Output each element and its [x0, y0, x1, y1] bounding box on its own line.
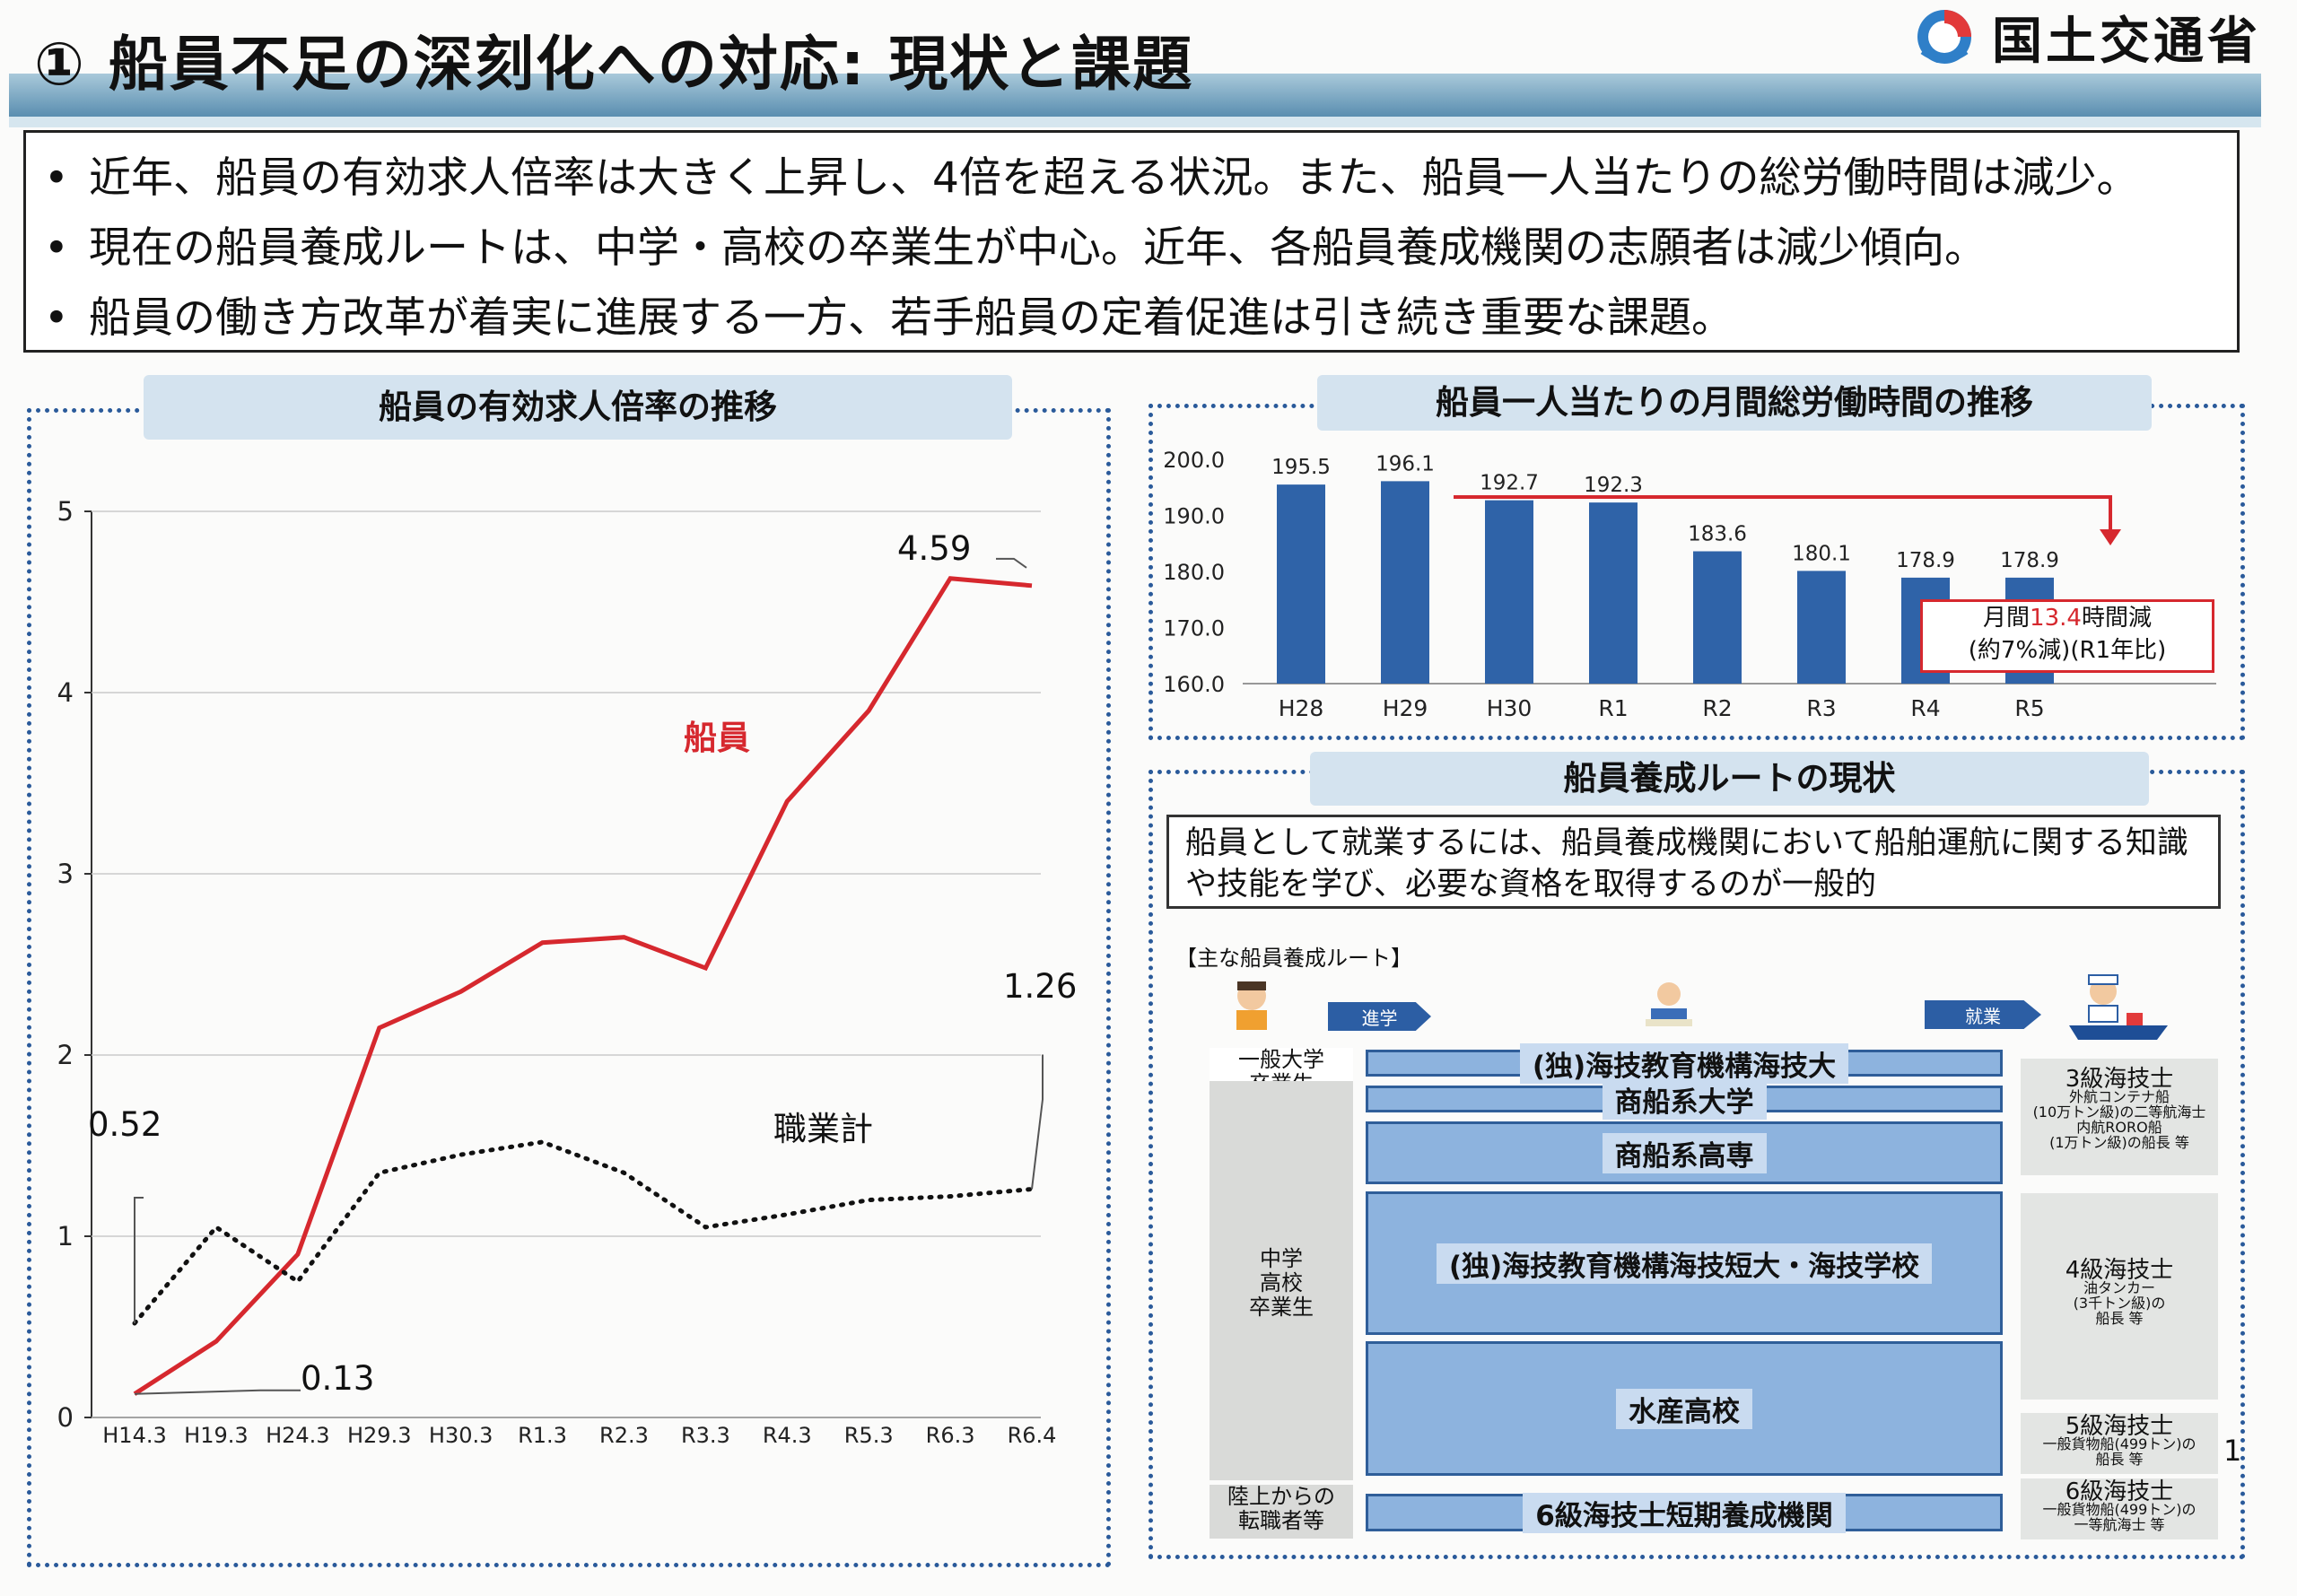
x-tick-label: H29.3	[347, 1423, 411, 1448]
shokugyo-start-label: 0.52	[88, 1105, 162, 1144]
reduction-callout: 月間13.4時間減 (約7%減)(R1年比)	[1920, 599, 2214, 673]
x-tick-label: H28	[1279, 695, 1324, 721]
institution-6kyu-short: 6級海技士短期養成機関	[1366, 1492, 2003, 1533]
x-tick-label: H14.3	[102, 1423, 166, 1448]
job-ratio-title: 船員の有効求人倍率の推移	[144, 375, 1012, 440]
license-5kyu: 5級海技士 一般貨物船(499トン)の 船長 等	[2021, 1413, 2218, 1474]
student-studying-icon	[1646, 982, 1692, 1026]
seiin-line	[133, 576, 1033, 1396]
seiin-series-label: 船員	[684, 719, 750, 757]
bar-value-label: 178.9	[2000, 549, 2059, 572]
shokugyo-series-label: 職業計	[773, 1110, 873, 1148]
bar-value-label: 192.7	[1480, 472, 1539, 495]
employment-arrow: 就業	[1925, 1000, 2041, 1029]
y-tick-label: 180.0	[1163, 560, 1225, 585]
route-description: 船員として就業するには、船員養成機関において船舶運航に関する知識 や技能を学び、…	[1166, 815, 2221, 909]
annotation-leader	[996, 557, 1027, 569]
institution-kaigi-tandai: (独)海技教育機構海技短大・海技学校	[1366, 1191, 2003, 1335]
reduction-arrow-head	[2100, 529, 2121, 545]
x-tick-label: R4	[1910, 695, 1940, 721]
source-school: 中学 高校 卒業生	[1210, 1247, 1353, 1322]
mlit-emblem-icon	[1917, 10, 1971, 64]
bar-value-label: 192.3	[1584, 474, 1643, 497]
seiin-end-label: 4.59	[897, 529, 972, 568]
x-tick-label: H24.3	[266, 1423, 329, 1448]
bar-value-label: 178.9	[1896, 549, 1955, 572]
page-title: ① 船員不足の深刻化への対応: 現状と課題	[34, 30, 1194, 99]
annotation-leader	[1031, 1054, 1044, 1190]
work-hours-title: 船員一人当たりの月間総労働時間の推移	[1317, 375, 2152, 431]
annotation-leader	[134, 1196, 144, 1323]
institution-shosen-kosen: 商船系高専	[1366, 1121, 2003, 1184]
x-tick-label: H19.3	[184, 1423, 248, 1448]
ministry-name: 国土交通省	[1992, 12, 2261, 71]
bar-value-label: 183.6	[1688, 523, 1747, 546]
x-tick-label: H29	[1383, 695, 1428, 721]
route-subtitle: 【主な船員養成ルート】	[1175, 946, 1412, 971]
ministry-logo: 国土交通省	[1913, 2, 2261, 72]
summary-box: • 近年、船員の有効求人倍率は大きく上昇し、4倍を超える状況。また、船員一人当たり…	[23, 130, 2240, 353]
route-title: 船員養成ルートの現状	[1310, 752, 2149, 806]
page-number: 1	[2223, 1434, 2242, 1468]
x-tick-label: R3.3	[681, 1423, 730, 1448]
y-tick-label: 190.0	[1163, 504, 1225, 529]
institution-shosen-univ: 商船系大学	[1366, 1078, 2003, 1120]
source-univ: 一般大学 卒業生	[1210, 1048, 1353, 1096]
summary-bullet: • 近年、船員の有効求人倍率は大きく上昇し、4倍を超える状況。また、船員一人当たり…	[44, 153, 2139, 203]
sailor-ship-icon	[2069, 974, 2168, 1040]
x-tick-label: R1	[1598, 695, 1628, 721]
reduction-arrow-line	[1454, 495, 2112, 533]
header-band-light	[9, 117, 2261, 127]
x-tick-label: R2	[1702, 695, 1732, 721]
summary-bullet: • 現在の船員養成ルートは、中学・高校の卒業生が中心。近年、各船員養成機関の志願者…	[44, 223, 1987, 273]
job-ratio-chart: 0 1 2 3 4 5 H14.3 H19.3 H24.3 H29.3 H30.3 R1.3 R2.3 R…	[57, 496, 1057, 1448]
x-tick-label: R4.3	[763, 1423, 812, 1448]
header-band	[9, 74, 2261, 117]
y-tick-label: 5	[57, 496, 74, 527]
license-6kyu: 6級海技士 一般貨物船(499トン)の 一等航海士 等	[2021, 1478, 2218, 1539]
shokugyo-end-label: 1.26	[1003, 967, 1078, 1006]
x-tick-label: R5.3	[844, 1423, 894, 1448]
x-tick-label: R6.4	[1008, 1423, 1057, 1448]
graduate-person-icon	[1236, 981, 1267, 1030]
annotation-leader	[134, 1389, 301, 1395]
bar	[1797, 571, 1846, 684]
bar	[1485, 500, 1533, 684]
bar-value-label: 180.1	[1792, 542, 1851, 565]
x-tick-label: H30	[1487, 695, 1533, 721]
advance-arrow: 進学	[1328, 1002, 1431, 1031]
bar	[1277, 484, 1325, 684]
bar	[1693, 551, 1742, 684]
x-tick-label: R1.3	[518, 1423, 567, 1448]
x-tick-label: R5	[2014, 695, 2044, 721]
y-tick-label: 160.0	[1163, 672, 1225, 697]
y-tick-label: 1	[57, 1221, 74, 1252]
y-tick-label: 3	[57, 859, 74, 889]
shokugyo-line	[132, 1139, 1035, 1326]
x-tick-label: R6.3	[926, 1423, 975, 1448]
x-tick-label: R2.3	[599, 1423, 649, 1448]
bar	[1589, 502, 1638, 684]
bar-value-label: 196.1	[1376, 452, 1435, 475]
x-tick-label: H30.3	[429, 1423, 493, 1448]
y-tick-label: 170.0	[1163, 616, 1225, 641]
summary-bullet: • 船員の働き方改革が着実に進展する一方、若手船員の定着促進は引き続き重要な課題。	[44, 293, 1734, 343]
bar-value-label: 195.5	[1271, 456, 1331, 479]
seiin-start-label: 0.13	[301, 1359, 375, 1398]
license-4kyu: 4級海技士 油タンカー (3千トン級)の 船長 等	[2021, 1193, 2218, 1400]
license-3kyu: 3級海技士 外航コンテナ船 (10万トン級)の二等航海士 内航RORO船 (1万…	[2021, 1059, 2218, 1175]
work-hours-chart: 160.0 170.0 180.0 190.0 200.0 195.5 H28 196.1 H…	[1163, 448, 2216, 721]
institution-suisan-koko: 水産高校	[1366, 1341, 2003, 1476]
y-tick-label: 0	[57, 1402, 74, 1433]
x-tick-label: R3	[1806, 695, 1836, 721]
bar	[1381, 481, 1429, 684]
y-tick-label: 200.0	[1163, 448, 1225, 473]
y-tick-label: 2	[57, 1040, 74, 1070]
institution-kaigidai: (独)海技教育機構海技大	[1366, 1042, 2003, 1084]
y-tick-label: 4	[57, 677, 74, 708]
source-career: 陸上からの 転職者等	[1210, 1485, 1353, 1539]
